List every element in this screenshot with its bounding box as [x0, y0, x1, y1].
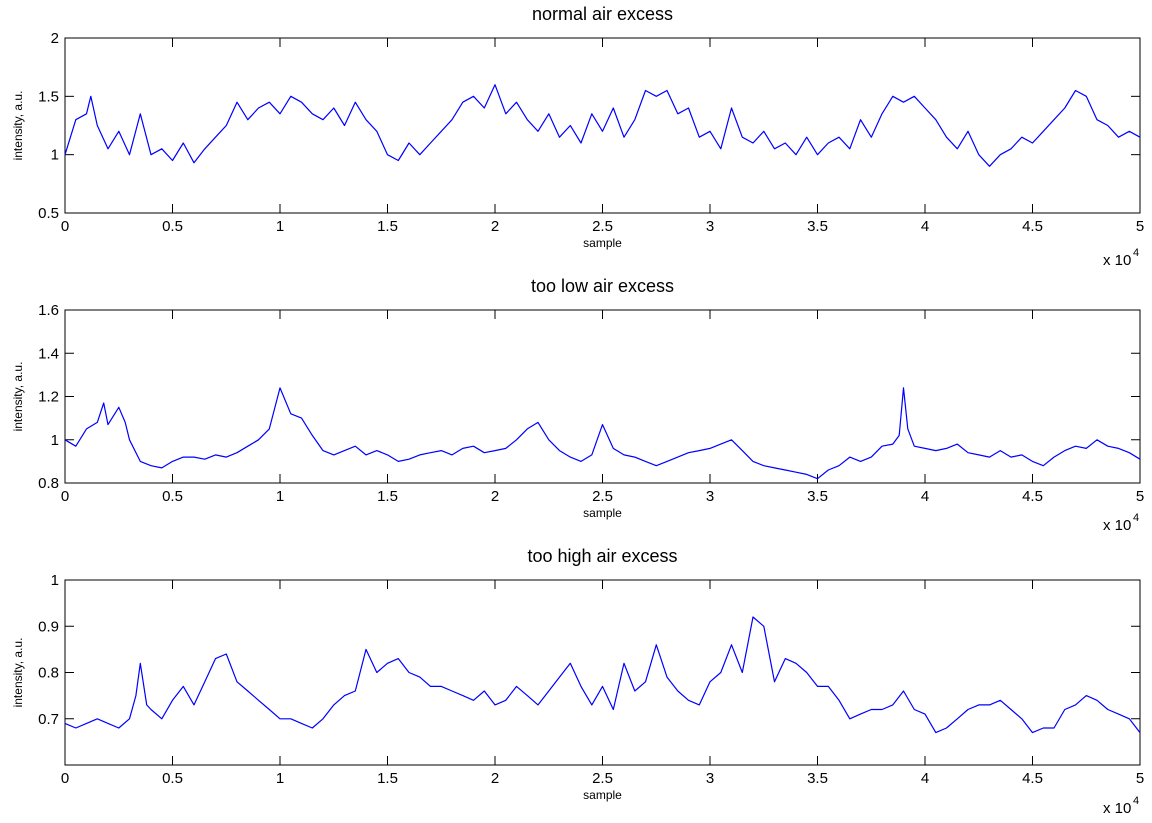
subplot-title: too low air excess: [531, 276, 674, 296]
y-tick-label: 1.2: [38, 389, 59, 406]
x-tick-label: 4: [921, 488, 929, 505]
x-tick-label: 2.5: [592, 770, 613, 787]
x-axis-multiplier: x 10: [1103, 252, 1131, 269]
axes-box: [64, 579, 1141, 766]
subplot-3: too high air excess 0 0.5 1 1.5 2 2.5 3 3.5 4 4.5 5…: [11, 546, 1144, 817]
y-tick-label: 1.4: [38, 345, 59, 362]
x-axis-multiplier-exponent: 4: [1133, 795, 1139, 807]
x-tick-label: 0.5: [162, 218, 183, 235]
x-tick-label: 1.5: [377, 218, 398, 235]
y-axis-label: intensity, a.u.: [11, 362, 25, 432]
x-tick-label: 3.5: [807, 770, 828, 787]
x-tick-label: 1: [276, 770, 284, 787]
x-tick-label: 1: [276, 218, 284, 235]
x-tick-label: 3: [706, 218, 714, 235]
y-tick-label: 0.7: [38, 711, 59, 728]
x-tick-label: 4.5: [1022, 218, 1043, 235]
x-tick-label: 3: [706, 770, 714, 787]
x-tick-label: 5: [1136, 488, 1144, 505]
x-axis-multiplier-exponent: 4: [1133, 512, 1139, 524]
y-tick-label: 1: [51, 432, 59, 449]
x-axis-multiplier: x 10: [1103, 517, 1131, 534]
x-tick-label: 5: [1136, 218, 1144, 235]
x-tick-label: 1: [276, 488, 284, 505]
x-axis-multiplier-exponent: 4: [1133, 247, 1139, 259]
subplot-2: too low air excess 0 0.5 1 1.5 2 2.5 3 3.5 4 4.5 5 0…: [11, 276, 1144, 534]
y-tick-label: 1.6: [38, 302, 59, 319]
y-tick-label: 0.5: [38, 205, 59, 222]
x-tick-label: 1.5: [377, 770, 398, 787]
x-tick-label: 4: [921, 218, 929, 235]
x-tick-label: 2.5: [592, 488, 613, 505]
x-tick-label: 3.5: [807, 488, 828, 505]
x-axis-label: sample: [583, 236, 622, 250]
x-tick-label: 3.5: [807, 218, 828, 235]
y-axis-label: intensity, a.u.: [11, 91, 25, 161]
x-tick-label: 4.5: [1022, 488, 1043, 505]
x-tick-label: 1.5: [377, 488, 398, 505]
x-axis-label: sample: [583, 506, 622, 520]
series-line: [64, 84, 1141, 167]
x-tick-label: 2.5: [592, 218, 613, 235]
x-tick-label: 0: [61, 488, 69, 505]
x-tick-label: 0.5: [162, 770, 183, 787]
y-tick-label: 0.9: [38, 618, 59, 635]
x-tick-label: 2: [491, 770, 499, 787]
subplot-title: too high air excess: [527, 546, 677, 566]
x-tick-label: 2: [491, 218, 499, 235]
x-tick-label: 4: [921, 770, 929, 787]
x-axis-multiplier: x 10: [1103, 800, 1131, 817]
x-tick-label: 3: [706, 488, 714, 505]
x-tick-label: 0.5: [162, 488, 183, 505]
y-tick-label: 0.8: [38, 475, 59, 492]
x-tick-label: 4.5: [1022, 770, 1043, 787]
x-tick-label: 0: [61, 770, 69, 787]
y-tick-label: 0.8: [38, 665, 59, 682]
x-axis-label: sample: [583, 788, 622, 802]
y-tick-label: 1: [51, 147, 59, 164]
x-tick-label: 0: [61, 218, 69, 235]
series-line: [64, 616, 1141, 734]
y-tick-label: 1.5: [38, 88, 59, 105]
x-tick-label: 2: [491, 488, 499, 505]
subplot-title: normal air excess: [532, 4, 673, 24]
y-tick-label: 2: [51, 30, 59, 47]
y-tick-label: 1: [51, 572, 59, 589]
series-line: [64, 387, 1141, 480]
y-axis-label: intensity, a.u.: [11, 638, 25, 708]
x-tick-label: 5: [1136, 770, 1144, 787]
